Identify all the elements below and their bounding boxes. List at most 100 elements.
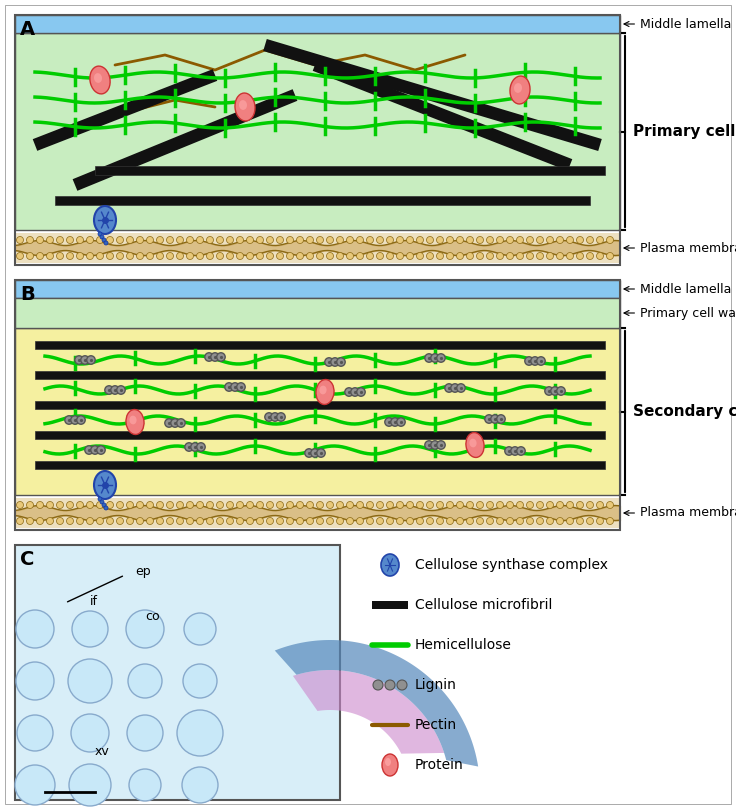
- Circle shape: [497, 415, 505, 423]
- Circle shape: [467, 252, 473, 260]
- Circle shape: [576, 502, 584, 509]
- Circle shape: [16, 252, 24, 260]
- Circle shape: [351, 388, 359, 396]
- Circle shape: [177, 252, 183, 260]
- Circle shape: [277, 252, 283, 260]
- Text: Middle lamella: Middle lamella: [624, 18, 732, 31]
- Circle shape: [185, 443, 194, 451]
- Circle shape: [486, 518, 494, 524]
- Circle shape: [207, 236, 213, 244]
- Circle shape: [87, 252, 93, 260]
- Circle shape: [210, 353, 219, 362]
- Circle shape: [166, 518, 174, 524]
- Circle shape: [184, 613, 216, 645]
- Ellipse shape: [130, 416, 137, 425]
- Circle shape: [216, 236, 224, 244]
- Circle shape: [37, 502, 43, 509]
- Circle shape: [377, 502, 383, 509]
- Circle shape: [231, 383, 239, 392]
- Circle shape: [596, 502, 604, 509]
- Circle shape: [567, 236, 573, 244]
- Circle shape: [367, 518, 373, 524]
- Bar: [15, 280, 620, 298]
- Circle shape: [197, 236, 203, 244]
- Circle shape: [517, 447, 526, 455]
- Circle shape: [397, 417, 406, 426]
- Circle shape: [116, 252, 124, 260]
- Circle shape: [436, 441, 445, 449]
- Ellipse shape: [514, 83, 522, 93]
- Circle shape: [46, 236, 54, 244]
- Circle shape: [266, 518, 274, 524]
- Circle shape: [356, 252, 364, 260]
- Circle shape: [417, 518, 423, 524]
- Circle shape: [537, 502, 543, 509]
- Circle shape: [57, 502, 63, 509]
- Circle shape: [425, 441, 434, 449]
- Circle shape: [107, 518, 113, 524]
- Circle shape: [81, 356, 89, 364]
- Circle shape: [517, 518, 523, 524]
- Circle shape: [87, 518, 93, 524]
- Text: Cellulose microfibril: Cellulose microfibril: [415, 598, 553, 612]
- Circle shape: [547, 236, 553, 244]
- Circle shape: [386, 518, 394, 524]
- Circle shape: [547, 518, 553, 524]
- Circle shape: [91, 446, 99, 454]
- Circle shape: [127, 502, 133, 509]
- Circle shape: [16, 610, 54, 648]
- Circle shape: [146, 518, 154, 524]
- Circle shape: [347, 518, 353, 524]
- Circle shape: [71, 416, 79, 424]
- Circle shape: [567, 502, 573, 509]
- Circle shape: [526, 236, 534, 244]
- Circle shape: [107, 502, 113, 509]
- Circle shape: [37, 252, 43, 260]
- Circle shape: [606, 518, 614, 524]
- Circle shape: [436, 354, 445, 362]
- Circle shape: [277, 236, 283, 244]
- Circle shape: [77, 416, 85, 424]
- Circle shape: [476, 502, 484, 509]
- Circle shape: [77, 252, 83, 260]
- Circle shape: [197, 252, 203, 260]
- Circle shape: [391, 417, 399, 426]
- Bar: [15, 15, 620, 33]
- Circle shape: [406, 502, 414, 509]
- Circle shape: [69, 764, 111, 806]
- Bar: [15, 498, 620, 528]
- Circle shape: [177, 236, 183, 244]
- Circle shape: [476, 518, 484, 524]
- Circle shape: [17, 715, 53, 751]
- Circle shape: [183, 664, 217, 698]
- Circle shape: [236, 518, 244, 524]
- Text: C: C: [20, 550, 35, 569]
- Circle shape: [16, 662, 54, 700]
- Circle shape: [447, 502, 453, 509]
- Circle shape: [46, 252, 54, 260]
- Circle shape: [15, 765, 55, 805]
- Circle shape: [367, 502, 373, 509]
- Circle shape: [436, 252, 444, 260]
- Circle shape: [316, 502, 324, 509]
- Ellipse shape: [382, 754, 398, 776]
- Circle shape: [116, 502, 124, 509]
- Circle shape: [166, 502, 174, 509]
- Circle shape: [277, 413, 285, 421]
- Text: Protein: Protein: [415, 758, 464, 772]
- Circle shape: [205, 353, 213, 362]
- Circle shape: [336, 358, 345, 366]
- Circle shape: [517, 502, 523, 509]
- Circle shape: [136, 236, 144, 244]
- Circle shape: [266, 236, 274, 244]
- Circle shape: [247, 502, 253, 509]
- Text: Pectin: Pectin: [415, 718, 457, 732]
- Circle shape: [197, 518, 203, 524]
- Circle shape: [386, 252, 394, 260]
- Circle shape: [311, 449, 319, 457]
- Circle shape: [526, 502, 534, 509]
- Circle shape: [436, 236, 444, 244]
- Bar: [15, 328, 620, 495]
- Circle shape: [385, 417, 393, 426]
- Circle shape: [297, 252, 303, 260]
